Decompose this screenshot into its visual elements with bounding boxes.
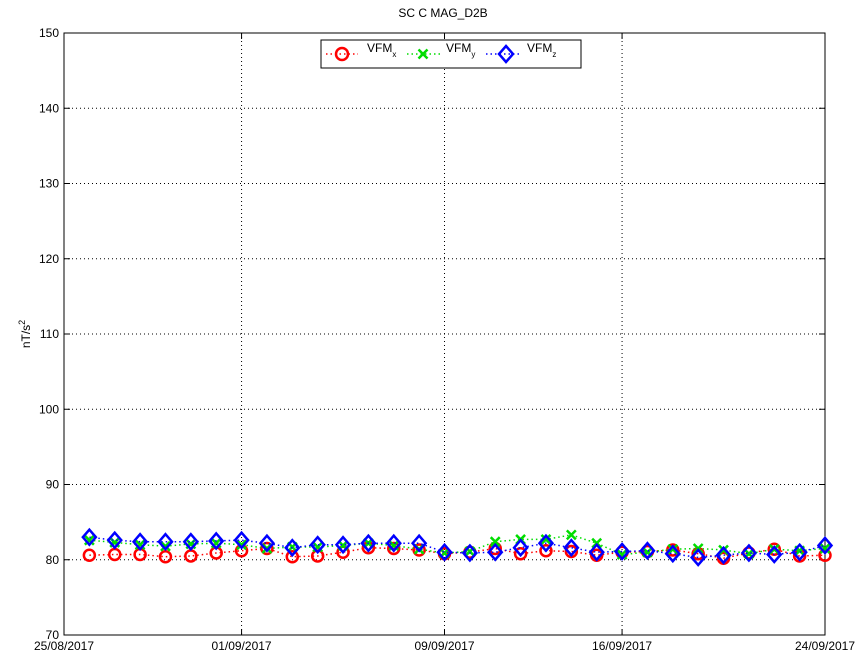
legend-label-vfm-z: VFMz [527, 41, 556, 59]
y-axis-label: nT/s2 [17, 320, 33, 348]
data-point-vfm-z [157, 532, 174, 552]
data-point-vfm-z [487, 542, 504, 562]
data-point-vfm-z [309, 535, 326, 555]
data-point-vfm-x [387, 541, 401, 556]
legend-marker-vfm-x [334, 46, 350, 62]
data-point-vfm-z [106, 530, 123, 550]
y-tick-label: 120 [39, 252, 59, 266]
data-point-vfm-x [260, 541, 274, 556]
y-tick-label: 130 [39, 177, 59, 191]
legend-marker-vfm-y [417, 48, 429, 60]
y-tick-label: 110 [40, 327, 59, 341]
y-tick-label: 140 [39, 101, 59, 115]
data-point-vfm-y [489, 536, 501, 548]
x-tick-label: 25/08/2017 [34, 639, 94, 653]
data-point-vfm-z [613, 542, 631, 561]
data-point-vfm-z [461, 543, 479, 563]
legend-sub-vfm-y: y [471, 50, 475, 59]
y-tick-label: 70 [46, 628, 60, 642]
chart-title: SC C MAG_D2B [398, 6, 487, 20]
data-point-vfm-z [182, 532, 199, 552]
data-point-vfm-z [258, 533, 276, 553]
data-point-vfm-x [513, 546, 528, 561]
legend-item-vfm-y: VFMy [407, 41, 475, 60]
legend-marker-vfm-z [497, 44, 515, 64]
data-point-vfm-y [819, 543, 831, 554]
data-point-vfm-y [565, 529, 577, 541]
legend-box [320, 39, 582, 69]
series-line-vfm-z [89, 536, 826, 559]
data-point-vfm-z [284, 538, 301, 558]
series-line-vfm-y [89, 534, 826, 556]
series-layer [81, 527, 834, 567]
data-point-vfm-z [360, 533, 377, 553]
axis-ticks [63, 32, 826, 636]
series-vfm-z [81, 527, 834, 567]
data-point-vfm-z [639, 541, 656, 561]
data-point-vfm-z [512, 538, 529, 558]
data-point-vfm-z [588, 542, 605, 562]
data-point-vfm-y [540, 534, 552, 545]
data-point-vfm-z [766, 545, 783, 564]
data-point-vfm-x [539, 543, 553, 558]
x-tick-label: 24/09/2017 [795, 639, 855, 653]
data-point-vfm-y [134, 539, 146, 551]
y-axis-label-superscript: 2 [17, 320, 27, 325]
y-axis-label-text: nT/s [19, 325, 33, 348]
data-point-vfm-z [791, 542, 808, 562]
y-tick-label: 150 [39, 26, 59, 40]
legend-item-vfm-z: VFMz [486, 41, 556, 64]
data-point-vfm-z [81, 527, 98, 547]
data-point-vfm-z [436, 542, 453, 562]
legend-name-vfm-y: VFM [446, 41, 471, 55]
legend-item-vfm-x: VFMx [326, 41, 396, 62]
legend-sub-vfm-x: x [392, 50, 396, 59]
data-point-vfm-z [131, 532, 149, 552]
data-point-vfm-z [410, 533, 428, 553]
data-point-vfm-x [285, 549, 300, 564]
data-point-vfm-z [664, 544, 681, 564]
data-point-vfm-z [334, 535, 352, 555]
data-point-vfm-z [385, 533, 402, 553]
x-tick-label: 16/09/2017 [592, 639, 652, 653]
data-point-vfm-x [184, 549, 198, 563]
data-point-vfm-x [107, 547, 122, 562]
x-tick-labels: 25/08/2017 01/09/2017 09/09/2017 16/09/2017… [34, 639, 855, 653]
legend-name-vfm-z: VFM [527, 41, 552, 55]
y-tick-label: 80 [46, 553, 60, 567]
data-point-vfm-y [667, 543, 679, 555]
data-point-vfm-y [83, 534, 95, 546]
data-point-vfm-z [537, 533, 555, 553]
data-point-vfm-z [816, 536, 834, 555]
x-tick-label: 01/09/2017 [212, 639, 272, 653]
data-point-vfm-z [233, 530, 250, 550]
legend-sub-vfm-z: z [552, 50, 556, 59]
data-point-vfm-x [412, 543, 426, 557]
legend: VFMx VFMy VFMz [320, 39, 582, 69]
data-point-vfm-y [236, 539, 247, 551]
y-tick-label: 100 [39, 402, 59, 416]
data-point-vfm-z [690, 548, 707, 567]
data-point-vfm-y [616, 549, 628, 560]
data-point-vfm-x [158, 549, 173, 564]
data-point-vfm-y [160, 540, 171, 552]
data-point-vfm-z [740, 543, 758, 563]
legend-name-vfm-x: VFM [367, 41, 392, 55]
legend-label-vfm-x: VFMx [367, 41, 396, 59]
x-tick-label: 09/09/2017 [414, 639, 474, 653]
data-point-vfm-z [208, 531, 225, 551]
data-point-vfm-z [563, 538, 580, 558]
legend-label-vfm-y: VFMy [446, 41, 475, 59]
y-tick-label: 90 [46, 478, 60, 492]
data-point-vfm-x [82, 548, 97, 562]
y-tick-labels: 70 80 90 100 110 120 130 140 150 [39, 26, 59, 642]
data-point-vfm-z [715, 545, 732, 565]
